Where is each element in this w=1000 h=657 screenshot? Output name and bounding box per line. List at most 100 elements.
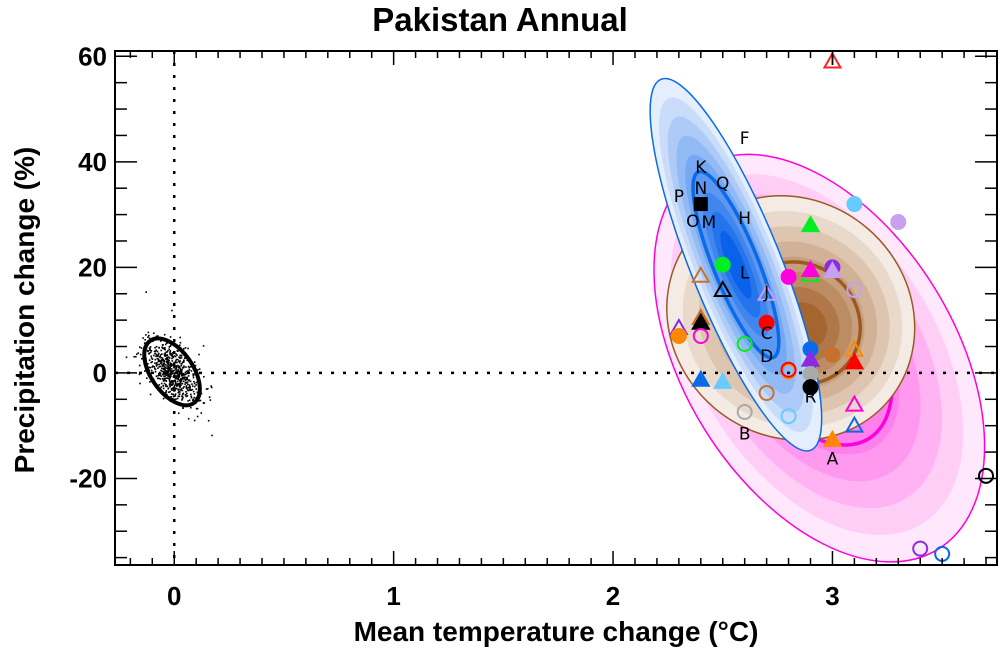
control-dot	[177, 395, 180, 398]
control-dot	[152, 365, 154, 367]
control-dot	[167, 367, 169, 370]
control-dot	[180, 378, 183, 380]
control-dot	[169, 382, 172, 385]
control-dot	[177, 378, 180, 381]
control-dot	[169, 372, 172, 375]
control-dot	[169, 336, 172, 338]
control-dot	[145, 334, 147, 336]
control-dot	[163, 382, 166, 385]
control-dot	[137, 352, 140, 354]
control-dot	[202, 345, 205, 347]
control-dot	[155, 375, 158, 378]
control-dot	[189, 388, 191, 390]
control-dot	[157, 354, 159, 356]
control-dot	[158, 374, 160, 376]
control-dot	[174, 395, 177, 397]
control-dot	[179, 360, 181, 362]
control-dot	[178, 375, 180, 377]
control-dot	[172, 356, 174, 359]
control-dot	[155, 363, 158, 365]
control-dot	[190, 370, 193, 372]
control-dot	[187, 365, 190, 368]
control-dot	[182, 396, 184, 399]
model-point-circle	[758, 384, 775, 401]
control-dot	[158, 377, 160, 380]
control-dot	[168, 378, 170, 380]
control-dot	[164, 347, 166, 349]
control-dot	[147, 331, 150, 334]
control-dot	[171, 387, 174, 389]
control-dot	[165, 354, 167, 357]
model-point-circle	[758, 314, 775, 331]
control-dot	[169, 350, 172, 352]
control-dot	[170, 344, 172, 346]
control-dot	[183, 385, 185, 388]
control-dot	[187, 347, 189, 350]
control-dot	[179, 383, 181, 386]
control-dot	[177, 389, 180, 391]
control-dot	[161, 347, 164, 350]
control-dot	[150, 349, 153, 352]
control-dot	[179, 356, 181, 359]
control-dot	[171, 360, 174, 362]
control-dot	[166, 354, 169, 357]
control-dot	[143, 370, 146, 372]
control-dot	[174, 377, 177, 380]
control-dot	[147, 363, 149, 365]
control-dot	[178, 395, 181, 398]
control-dot	[198, 368, 201, 370]
control-dot	[175, 385, 178, 387]
control-dot	[157, 335, 159, 337]
control-dot	[162, 367, 165, 370]
control-dot	[176, 383, 179, 385]
control-dot	[163, 333, 166, 336]
control-dot	[184, 373, 187, 376]
control-dot	[150, 369, 153, 372]
x-tick-label: 0	[167, 581, 181, 611]
control-dot	[164, 379, 166, 381]
model-point-triangle	[822, 261, 843, 279]
y-tick-label: -20	[69, 463, 107, 493]
control-dot	[170, 352, 172, 355]
control-dot	[176, 354, 178, 356]
control-dot	[185, 382, 188, 384]
control-dot	[170, 383, 173, 386]
control-dot	[193, 373, 196, 376]
control-dot	[139, 382, 141, 385]
x-tick-label: 3	[825, 581, 839, 611]
control-dot	[125, 356, 128, 359]
control-dot	[179, 354, 182, 357]
control-dot	[158, 365, 161, 368]
control-dot	[186, 395, 189, 397]
control-dot	[180, 371, 182, 374]
model-point-triangle	[800, 259, 821, 278]
control-dot	[187, 417, 190, 420]
model-point-circle	[846, 282, 863, 299]
control-dot	[210, 385, 212, 387]
control-dot	[198, 399, 201, 402]
control-dot	[188, 386, 191, 389]
control-dot	[153, 366, 155, 368]
control-dot	[189, 393, 192, 396]
control-dot	[156, 363, 159, 366]
control-dot	[180, 354, 182, 357]
model-point-circle	[912, 540, 929, 557]
control-dot	[173, 366, 175, 368]
control-dot	[171, 354, 174, 356]
control-dot	[192, 376, 195, 379]
control-dot	[195, 381, 198, 384]
control-dot	[161, 363, 164, 366]
control-dot	[178, 390, 180, 393]
control-dot	[150, 361, 152, 364]
model-letter-label: C	[761, 324, 773, 344]
control-dot	[157, 358, 160, 360]
control-dot	[168, 376, 171, 378]
control-dot	[182, 387, 184, 389]
control-dot	[175, 383, 177, 386]
model-point-circle	[736, 403, 753, 420]
control-dot	[164, 358, 167, 360]
control-dot	[169, 380, 171, 383]
control-dot	[169, 390, 171, 393]
control-dot	[184, 346, 187, 349]
control-dot	[167, 391, 170, 394]
